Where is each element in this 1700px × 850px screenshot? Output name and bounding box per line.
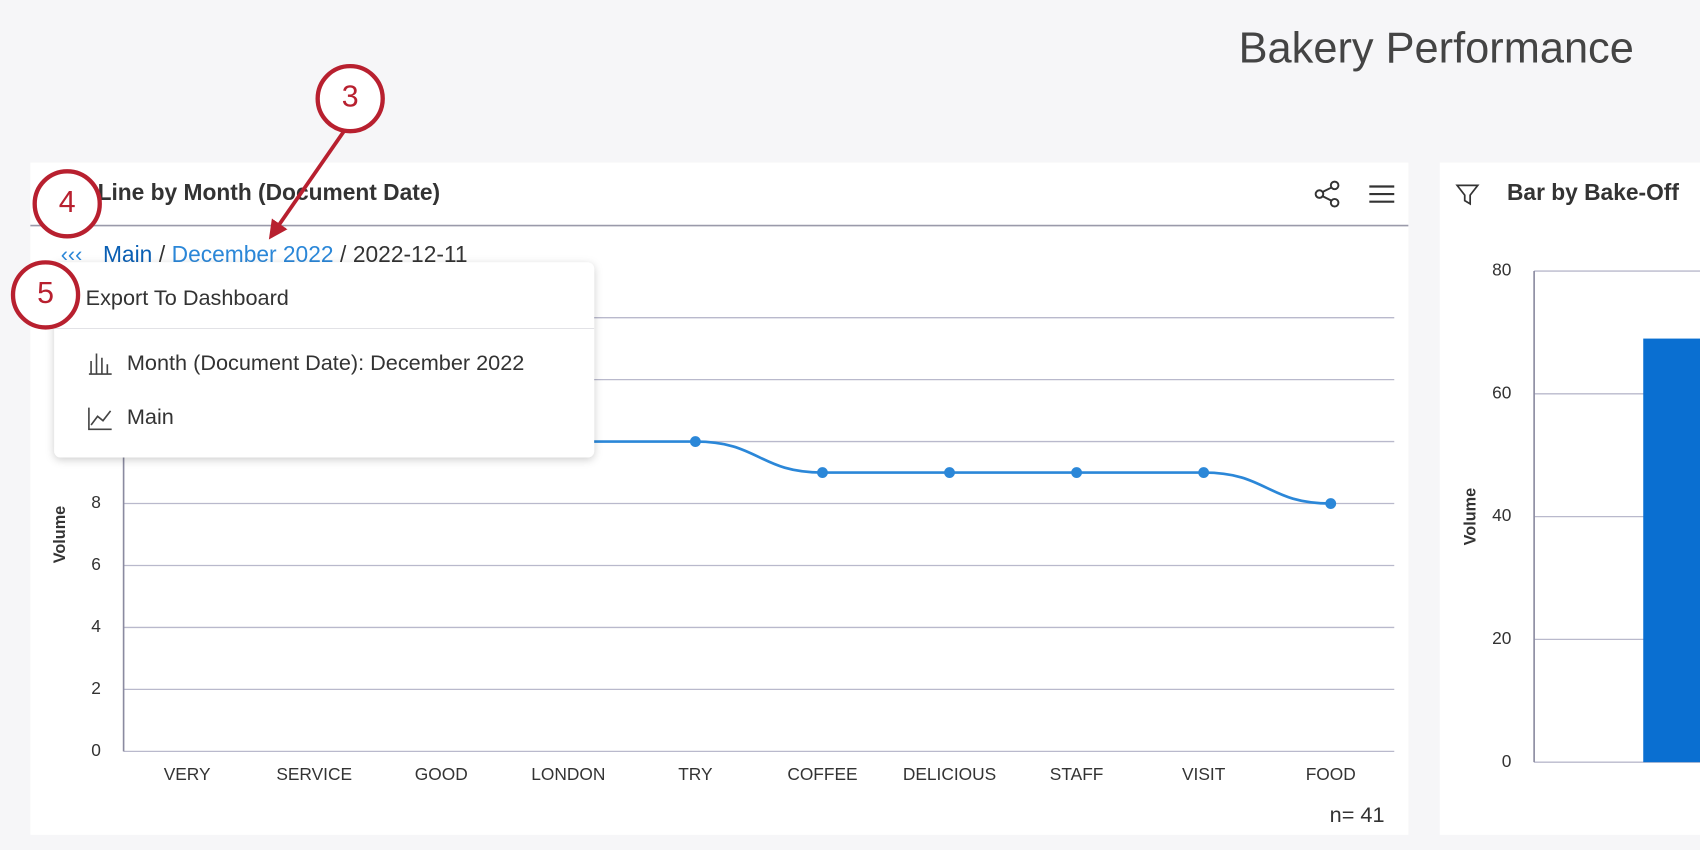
data-point — [944, 467, 955, 478]
menu-icon[interactable] — [1369, 185, 1395, 203]
x-tick-label: FOOD — [1306, 764, 1356, 784]
y-axis-label: Volume — [51, 506, 69, 564]
annotation-arrow — [268, 129, 347, 240]
x-tick-label: LONDON — [531, 764, 605, 784]
annotation-number: 3 — [342, 81, 359, 114]
widget-title: Bar by Bake-Off — [1507, 179, 1679, 205]
sample-size: n= 41 — [1330, 802, 1385, 827]
x-tick-label: STAFF — [1050, 764, 1104, 784]
line-icon — [88, 407, 112, 431]
y-tick-label: 20 — [1492, 628, 1511, 648]
y-tick-label: 40 — [1492, 505, 1511, 525]
y-tick-label: 4 — [91, 616, 101, 636]
data-point — [1325, 498, 1337, 509]
bar-icon — [88, 353, 112, 375]
annotations: 3 4 5 — [10, 63, 385, 330]
page-title: Bakery Performance — [1239, 24, 1634, 72]
data-point — [1198, 467, 1210, 478]
y-tick-label: 8 — [91, 492, 101, 512]
bar — [1643, 338, 1700, 763]
x-tick-label: GOOD — [415, 764, 468, 784]
y-tick-label: 60 — [1492, 382, 1511, 402]
x-tick-label: TRY — [678, 764, 713, 784]
popup-title: Export To Dashboard — [86, 285, 289, 310]
breadcrumb-separator: / — [340, 241, 347, 267]
bar-chart: 0 20 40 60 80 Volume — [1462, 260, 1700, 771]
annotation-badge — [32, 169, 102, 239]
data-point — [689, 436, 701, 447]
menu-item[interactable]: Main — [127, 404, 174, 429]
annotation-number: 4 — [59, 186, 76, 219]
x-tick-label: DELICIOUS — [903, 764, 996, 784]
y-tick-label: 2 — [91, 678, 101, 698]
y-tick-label: 0 — [1502, 751, 1512, 771]
back-link[interactable]: ‹‹‹ — [61, 242, 83, 267]
filter-icon[interactable] — [1455, 184, 1480, 206]
annotation-number: 5 — [37, 277, 54, 310]
x-tick-label: SERVICE — [276, 764, 352, 784]
x-tick-label: COFFEE — [787, 764, 857, 784]
x-tick-label: VERY — [164, 764, 211, 784]
y-tick-label: 80 — [1492, 260, 1511, 280]
menu-item[interactable]: Month (Document Date): December 2022 — [127, 350, 525, 375]
y-tick-label: 6 — [91, 554, 101, 574]
bar-widget: Bar by Bake-Off 0 20 40 60 80 Volume — [1439, 162, 1700, 835]
popup-card — [54, 262, 595, 458]
data-point — [1071, 467, 1083, 478]
annotation-badge — [10, 260, 81, 330]
x-tick-label: VISIT — [1182, 764, 1226, 784]
export-popup: Export To Dashboard Month (Document Date… — [54, 262, 595, 458]
y-tick-label: 0 — [91, 740, 101, 760]
widget-title: Line by Month (Document Date) — [98, 179, 441, 205]
share-icon[interactable] — [1314, 180, 1340, 208]
breadcrumb-separator: / — [159, 241, 166, 267]
data-point — [817, 467, 828, 478]
annotation-badge — [315, 63, 385, 134]
y-axis-label: Volume — [1462, 488, 1480, 546]
